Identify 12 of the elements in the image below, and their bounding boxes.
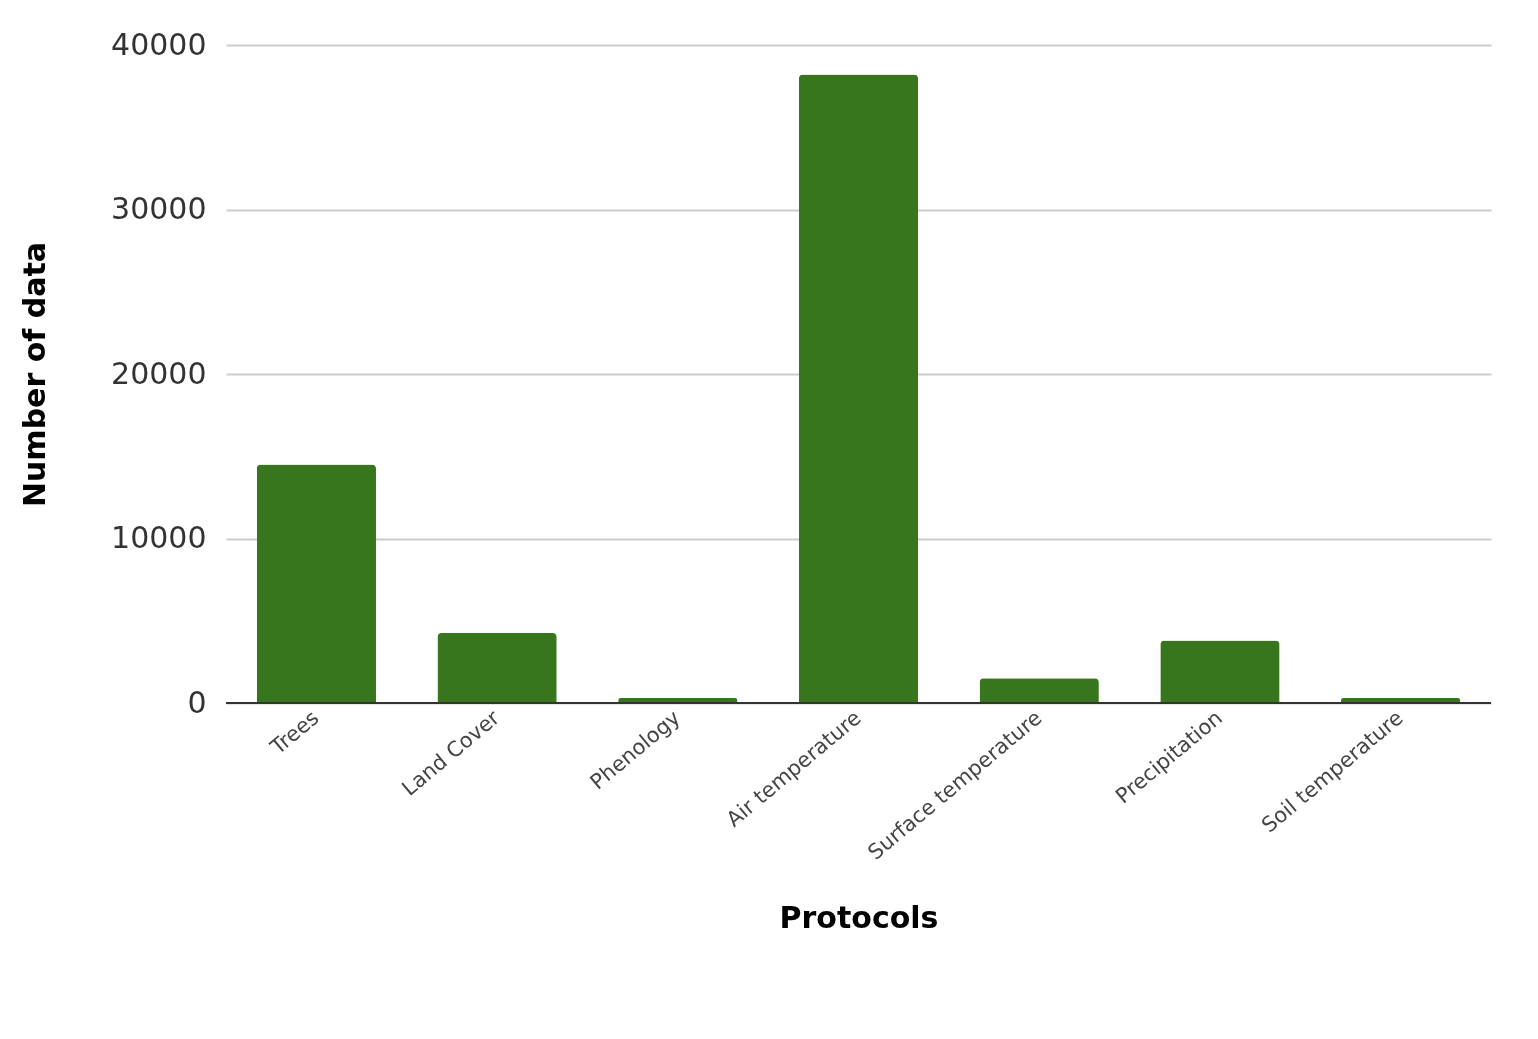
- x-axis-title: Protocols: [779, 899, 939, 935]
- y-axis-title: Number of data: [17, 241, 53, 508]
- bar: [256, 464, 376, 703]
- y-tick-label: 20000: [111, 355, 207, 391]
- bar: [979, 678, 1099, 703]
- y-tick-label: 10000: [111, 520, 207, 555]
- y-tick-label: 40000: [111, 26, 207, 62]
- bar: [1160, 640, 1280, 703]
- y-tick-label: 0: [187, 684, 207, 720]
- bar: [798, 74, 919, 703]
- bar: [437, 633, 557, 703]
- y-tick-label: 30000: [111, 191, 207, 226]
